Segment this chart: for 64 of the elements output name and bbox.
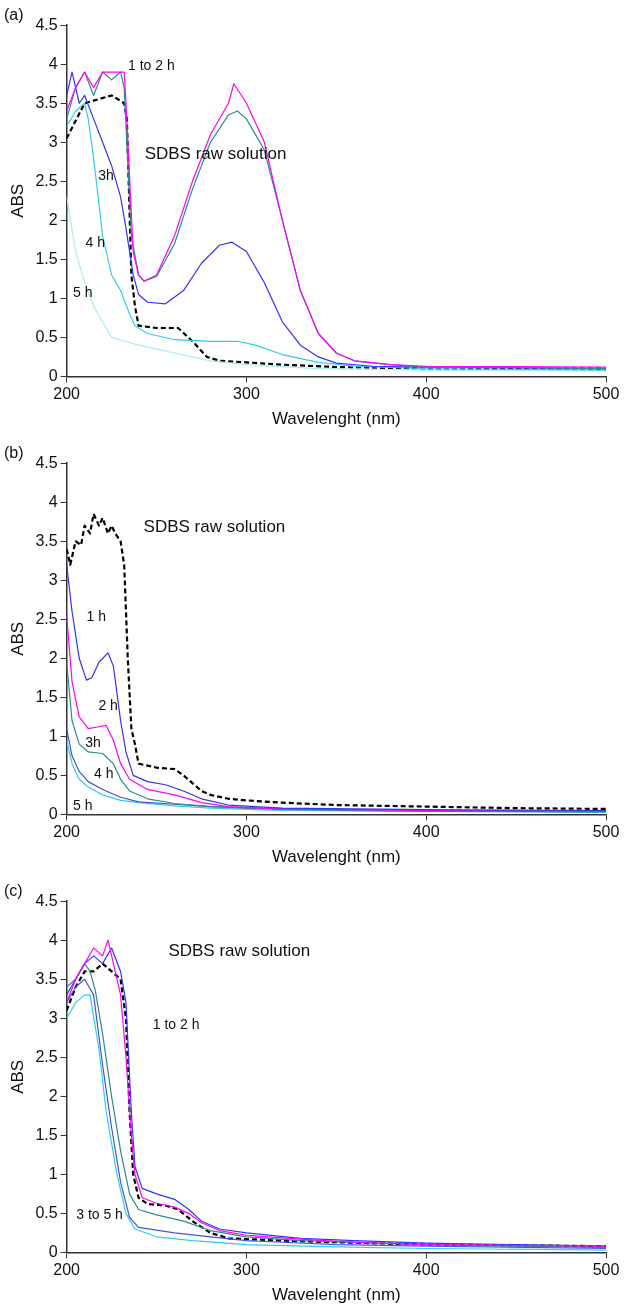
y-tick-label: 2 [48, 210, 58, 228]
x-tick-label: 400 [412, 823, 440, 841]
chart-title: (b) [4, 444, 24, 462]
annotation: SDBS raw solution [143, 516, 286, 536]
annotation: 1 to 2 h [127, 56, 175, 73]
y-tick-label: 2.5 [35, 1047, 58, 1065]
annotation: SDBS raw solution [168, 941, 311, 961]
y-tick-label: 2 [48, 648, 58, 666]
x-tick-label: 400 [412, 1261, 440, 1279]
y-tick-label: 3.5 [35, 531, 58, 549]
y-tick-label: 4 [48, 54, 58, 72]
y-tick-label: 0.5 [35, 765, 58, 783]
annotation: 3 to 5 h [76, 1205, 123, 1222]
y-tick-label: 2 [48, 1086, 58, 1104]
chart-title: (c) [4, 882, 23, 900]
x-tick-label: 500 [592, 1261, 620, 1279]
y-tick-label: 2.5 [35, 171, 58, 189]
y-tick-label: 3 [48, 1008, 58, 1026]
y-tick-label: 1 [48, 1164, 58, 1182]
x-axis-title: Wavelenght (nm) [271, 847, 401, 867]
x-axis-title: Wavelenght (nm) [271, 1285, 401, 1305]
y-tick-label: 4.5 [35, 15, 58, 33]
annotation: 1 h [86, 607, 107, 624]
y-tick-label: 3 [48, 570, 58, 588]
y-tick-label: 0.5 [35, 1203, 58, 1221]
y-tick-label: 1.5 [35, 1125, 58, 1143]
y-tick-label: 4.5 [35, 453, 58, 471]
y-tick-label: 0 [48, 804, 58, 822]
annotation: 4 h [85, 233, 105, 250]
annotation: 5 h [73, 796, 93, 813]
annotation: 3h [85, 734, 101, 751]
y-axis-title: ABS [7, 183, 27, 218]
y-axis-title: ABS [7, 621, 27, 656]
x-tick-label: 500 [592, 823, 620, 841]
x-tick-label: 300 [233, 385, 260, 403]
y-tick-label: 4 [48, 492, 58, 510]
x-tick-label: 500 [592, 385, 620, 403]
x-tick-label: 400 [412, 385, 440, 403]
y-tick-label: 0 [48, 1242, 58, 1260]
y-tick-label: 1 [48, 288, 58, 306]
y-tick-label: 3 [48, 132, 58, 150]
y-tick-label: 1.5 [35, 687, 58, 705]
y-axis-title: ABS [7, 1059, 27, 1094]
x-tick-label: 200 [53, 823, 81, 841]
x-tick-label: 300 [233, 1261, 260, 1279]
y-tick-label: 0 [48, 366, 58, 384]
annotation: 2 h [98, 697, 118, 714]
x-axis-title: Wavelenght (nm) [271, 409, 401, 429]
x-tick-label: 200 [53, 1261, 81, 1279]
y-tick-label: 1.5 [35, 249, 58, 267]
y-tick-label: 3.5 [35, 969, 58, 987]
y-tick-label: 3.5 [35, 93, 58, 111]
annotation: 5 h [73, 284, 93, 301]
annotation: 4 h [94, 764, 114, 781]
chart-title: (a) [4, 6, 24, 24]
y-tick-label: 4.5 [35, 891, 58, 909]
annotation: 1 to 2 h [152, 1016, 200, 1033]
y-tick-label: 2.5 [35, 609, 58, 627]
y-tick-label: 4 [48, 930, 58, 948]
y-tick-label: 1 [48, 726, 58, 744]
x-tick-label: 200 [53, 385, 81, 403]
y-tick-label: 0.5 [35, 327, 58, 345]
x-tick-label: 300 [233, 823, 260, 841]
annotation: 3h [98, 166, 114, 183]
